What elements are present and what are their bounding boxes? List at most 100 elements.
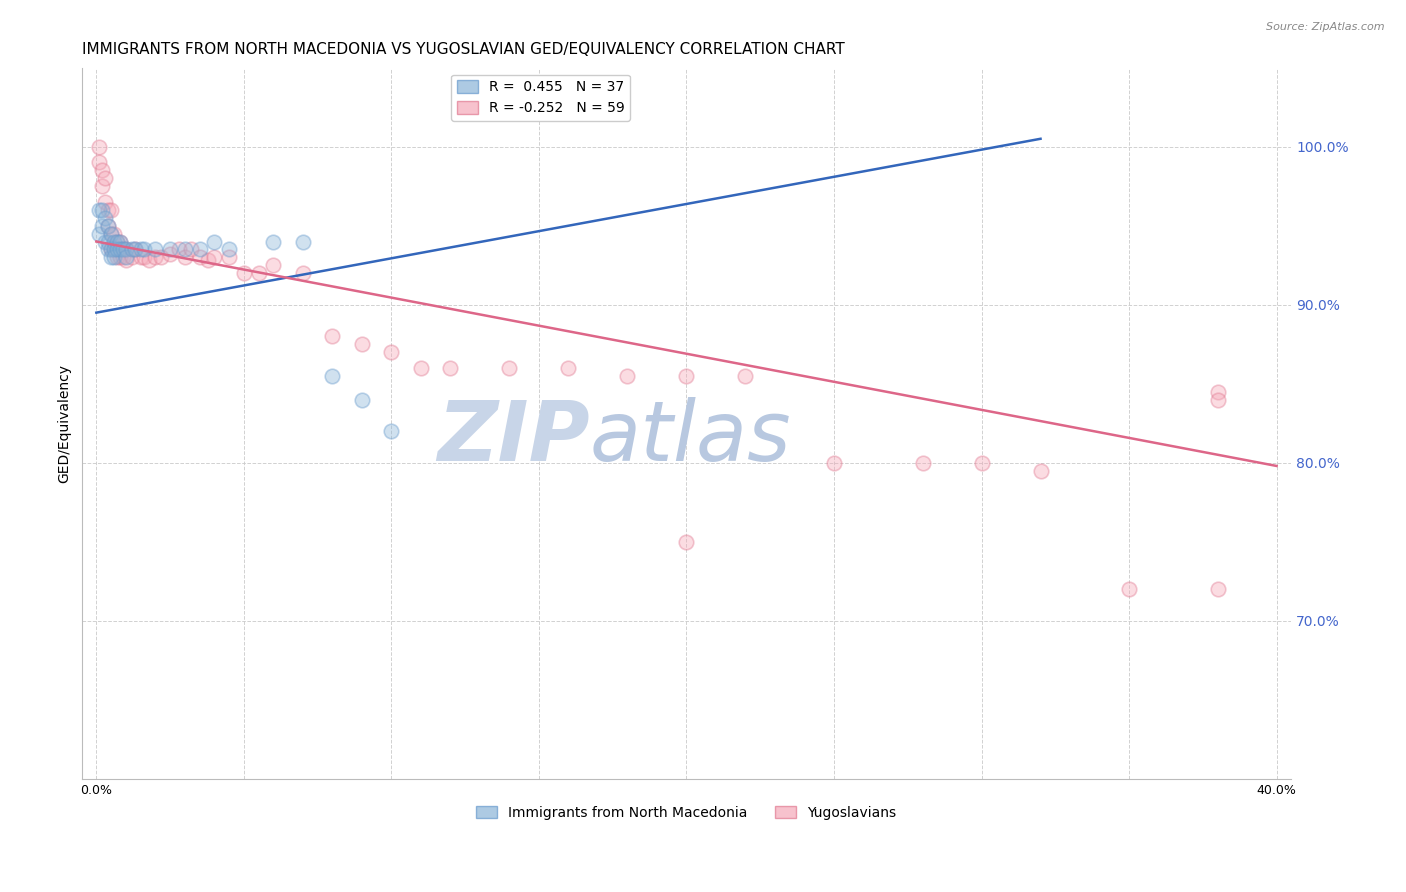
- Point: [262, 258, 284, 272]
- Point: [823, 456, 845, 470]
- Point: [100, 243, 122, 257]
- Point: [247, 266, 270, 280]
- Point: [94, 171, 117, 186]
- Point: [409, 361, 432, 376]
- Point: [108, 235, 131, 249]
- Point: [100, 243, 122, 257]
- Point: [498, 361, 520, 376]
- Point: [132, 243, 155, 257]
- Point: [132, 250, 155, 264]
- Point: [380, 345, 402, 359]
- Point: [105, 250, 128, 264]
- Point: [111, 243, 134, 257]
- Point: [1206, 384, 1229, 399]
- Point: [115, 243, 138, 257]
- Point: [94, 194, 117, 209]
- Point: [557, 361, 579, 376]
- Point: [291, 266, 314, 280]
- Point: [89, 155, 111, 169]
- Y-axis label: GED/Equivalency: GED/Equivalency: [58, 364, 72, 483]
- Point: [103, 227, 125, 241]
- Point: [100, 227, 122, 241]
- Point: [108, 250, 131, 264]
- Point: [202, 235, 225, 249]
- Point: [108, 243, 131, 257]
- Point: [138, 253, 160, 268]
- Point: [202, 250, 225, 264]
- Point: [970, 456, 993, 470]
- Legend: Immigrants from North Macedonia, Yugoslavians: Immigrants from North Macedonia, Yugosla…: [471, 800, 903, 825]
- Text: atlas: atlas: [589, 397, 792, 478]
- Text: ZIP: ZIP: [437, 397, 589, 478]
- Point: [1206, 392, 1229, 407]
- Point: [129, 250, 152, 264]
- Point: [321, 368, 343, 383]
- Point: [1029, 464, 1052, 478]
- Point: [439, 361, 461, 376]
- Point: [108, 235, 131, 249]
- Point: [124, 243, 146, 257]
- Point: [167, 243, 190, 257]
- Point: [197, 253, 219, 268]
- Point: [97, 219, 120, 233]
- Point: [97, 235, 120, 249]
- Point: [91, 219, 114, 233]
- Point: [103, 250, 125, 264]
- Point: [121, 243, 143, 257]
- Point: [159, 243, 181, 257]
- Point: [1118, 582, 1140, 597]
- Point: [143, 243, 166, 257]
- Point: [91, 163, 114, 178]
- Point: [97, 243, 120, 257]
- Point: [321, 329, 343, 343]
- Point: [105, 235, 128, 249]
- Point: [188, 243, 211, 257]
- Point: [350, 337, 373, 351]
- Point: [97, 202, 120, 217]
- Point: [115, 243, 138, 257]
- Point: [89, 202, 111, 217]
- Point: [105, 235, 128, 249]
- Point: [218, 243, 240, 257]
- Point: [115, 253, 138, 268]
- Point: [121, 250, 143, 264]
- Point: [124, 243, 146, 257]
- Point: [111, 243, 134, 257]
- Point: [94, 235, 117, 249]
- Point: [616, 368, 638, 383]
- Point: [143, 250, 166, 264]
- Point: [91, 179, 114, 194]
- Point: [291, 235, 314, 249]
- Point: [380, 424, 402, 438]
- Point: [89, 227, 111, 241]
- Point: [115, 250, 138, 264]
- Point: [675, 368, 697, 383]
- Point: [188, 250, 211, 264]
- Point: [105, 243, 128, 257]
- Point: [173, 250, 195, 264]
- Point: [180, 243, 202, 257]
- Point: [262, 235, 284, 249]
- Point: [100, 227, 122, 241]
- Point: [734, 368, 756, 383]
- Point: [232, 266, 254, 280]
- Text: IMMIGRANTS FROM NORTH MACEDONIA VS YUGOSLAVIAN GED/EQUIVALENCY CORRELATION CHART: IMMIGRANTS FROM NORTH MACEDONIA VS YUGOS…: [82, 42, 845, 57]
- Point: [159, 247, 181, 261]
- Point: [103, 235, 125, 249]
- Point: [1206, 582, 1229, 597]
- Point: [350, 392, 373, 407]
- Point: [150, 250, 173, 264]
- Point: [675, 534, 697, 549]
- Point: [100, 250, 122, 264]
- Point: [173, 243, 195, 257]
- Point: [103, 243, 125, 257]
- Point: [103, 243, 125, 257]
- Point: [89, 139, 111, 153]
- Point: [91, 202, 114, 217]
- Point: [218, 250, 240, 264]
- Point: [100, 202, 122, 217]
- Point: [94, 211, 117, 225]
- Text: Source: ZipAtlas.com: Source: ZipAtlas.com: [1267, 22, 1385, 32]
- Point: [111, 250, 134, 264]
- Point: [911, 456, 934, 470]
